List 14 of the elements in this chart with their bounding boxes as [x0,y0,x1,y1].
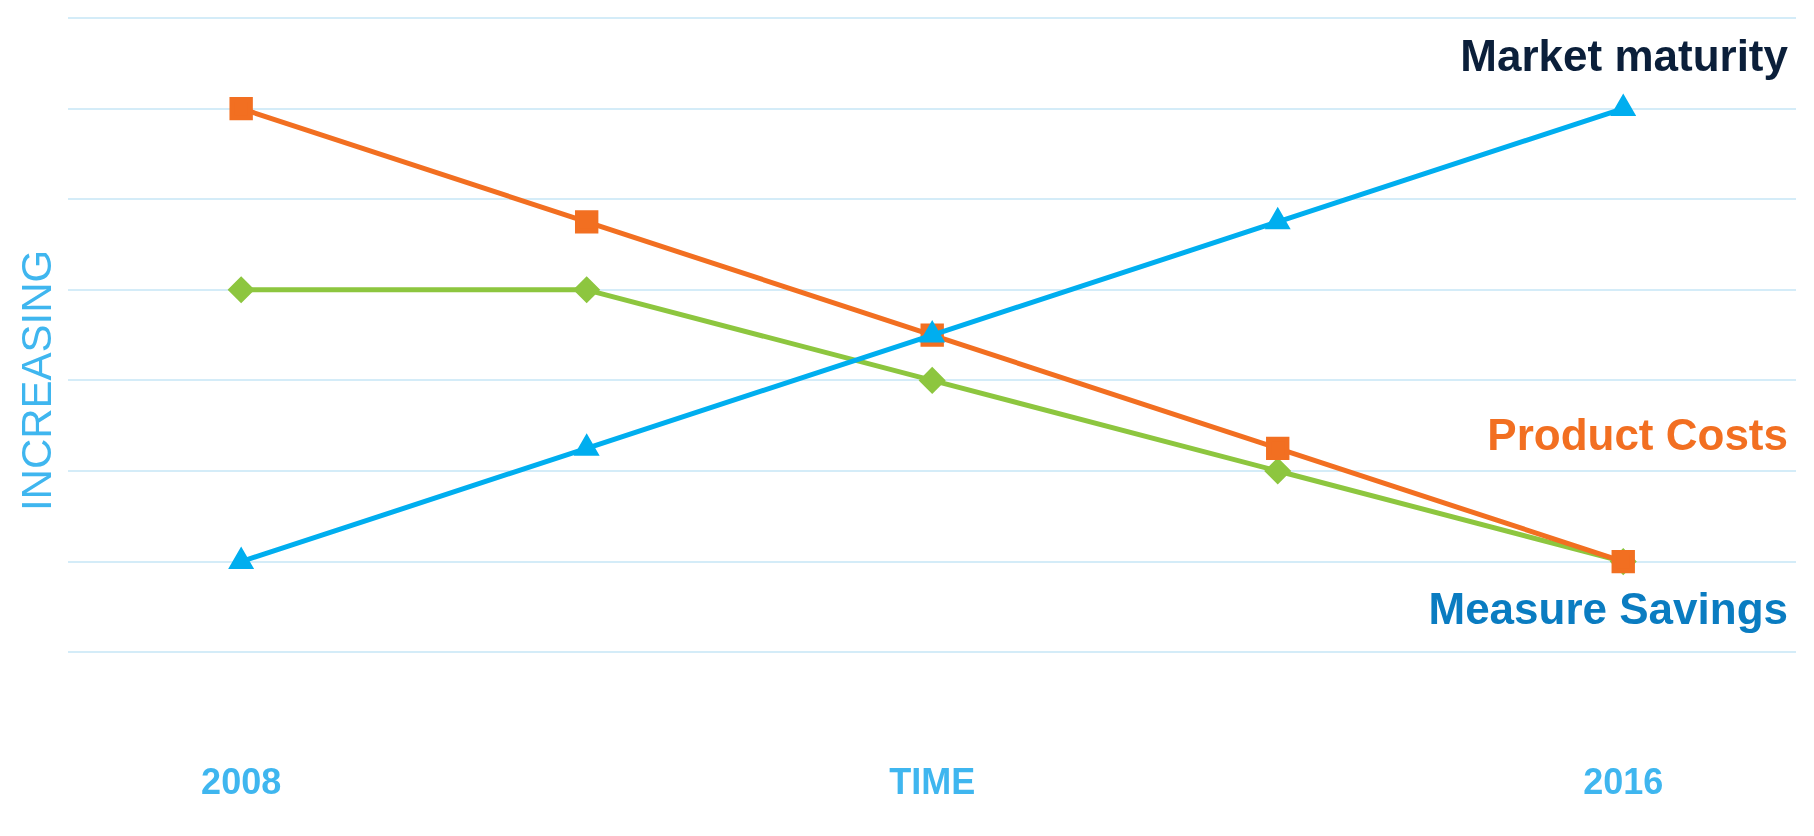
point [229,96,253,121]
point [1266,436,1290,461]
series-label: Measure Savings [1428,583,1788,633]
point [919,367,945,393]
point [574,210,599,234]
point [574,277,600,303]
point [228,277,254,303]
point [1265,458,1291,484]
x-tick-label: 2008 [201,761,282,803]
series-label: Product Costs [1487,409,1788,459]
x-tick-label: TIME [889,761,976,803]
x-tick-label: 2016 [1583,761,1664,803]
y-axis-title: INCREASING [12,249,60,512]
series-label: Market maturity [1460,30,1789,80]
